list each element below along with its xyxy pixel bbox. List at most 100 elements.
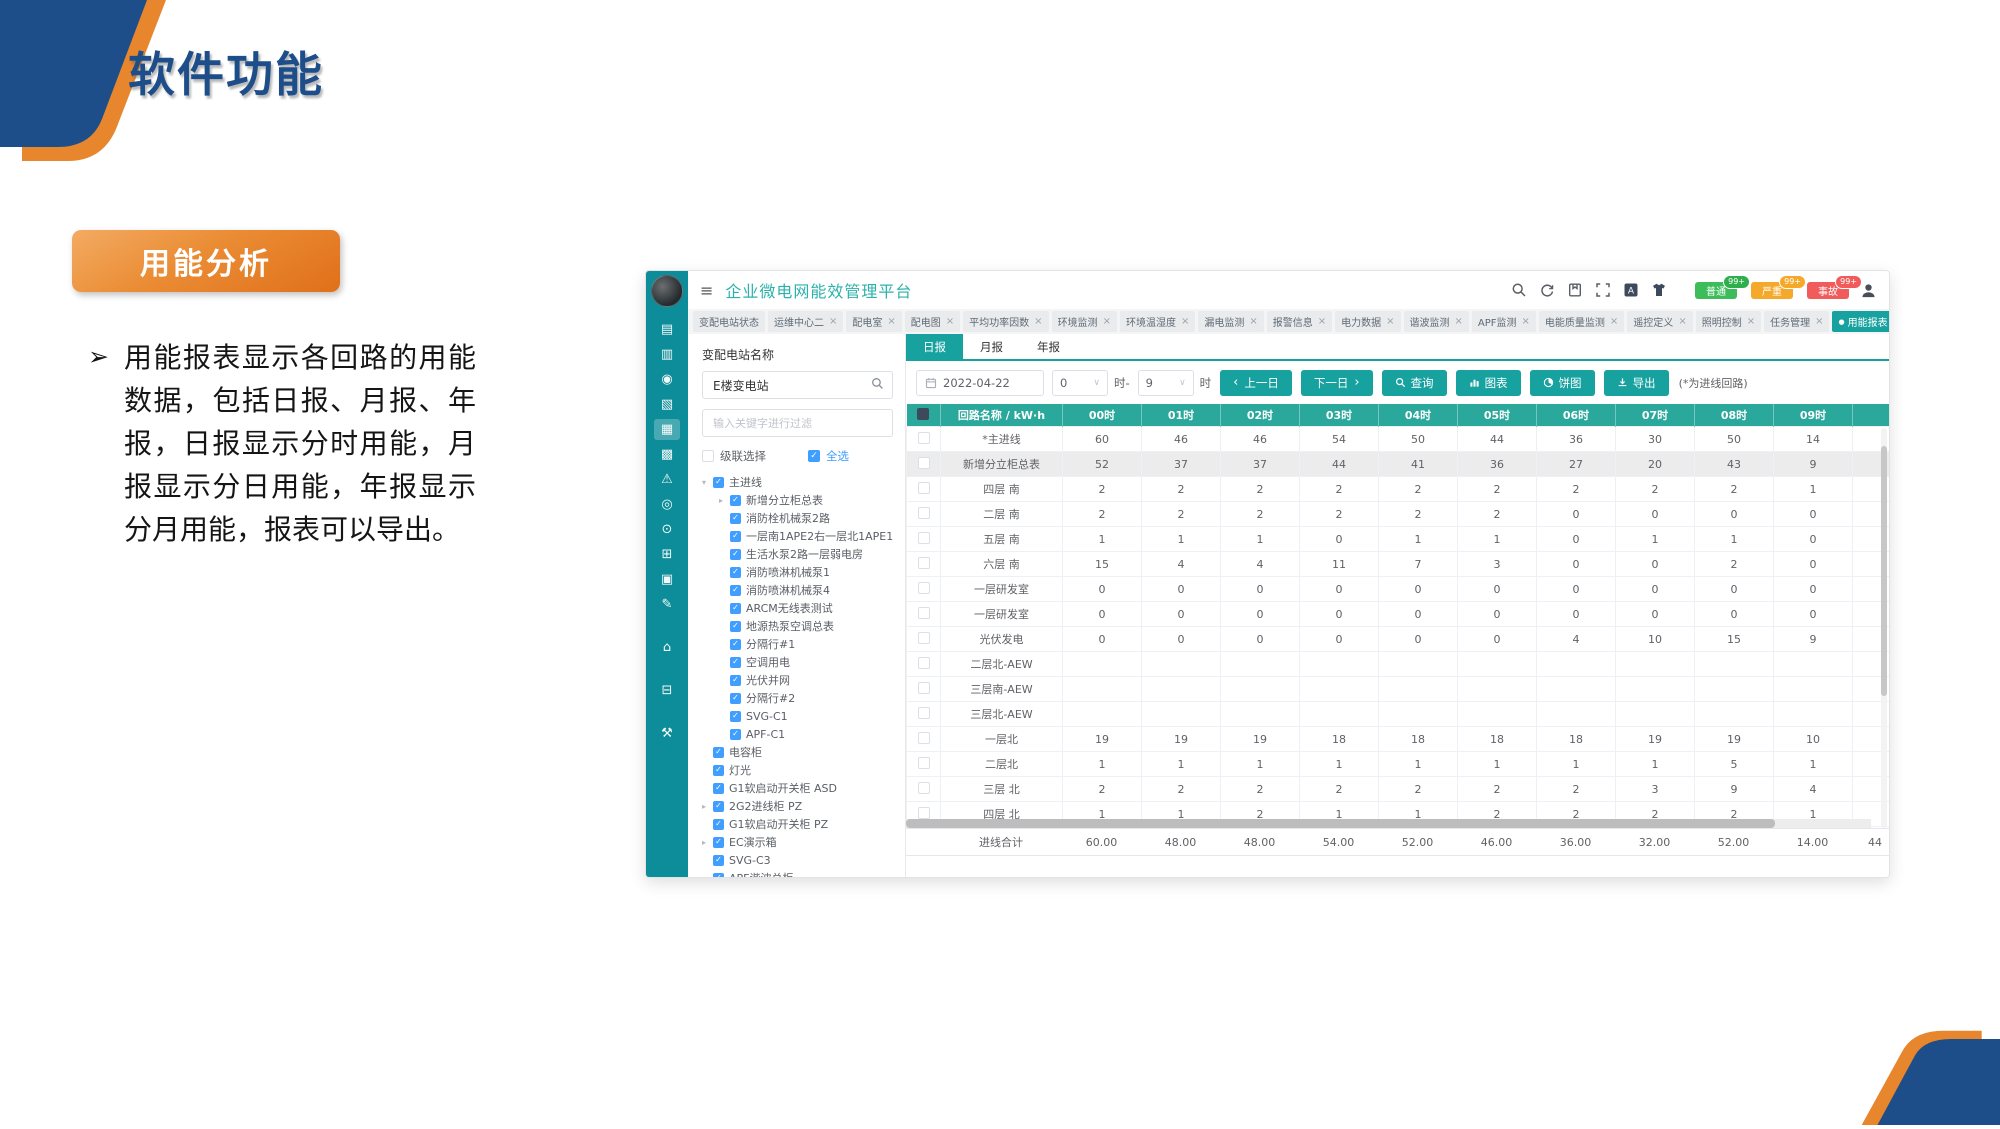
tree-item[interactable]: ✓ SVG-C1 — [702, 707, 893, 725]
status-badge[interactable]: 严重 99+ — [1751, 274, 1806, 299]
date-picker[interactable]: 2022-04-22 — [916, 369, 1044, 396]
sidebar-icon[interactable]: ◎ — [661, 497, 673, 512]
row-checkbox[interactable] — [917, 706, 930, 719]
refresh-icon[interactable] — [1538, 282, 1555, 299]
search-icon[interactable] — [871, 377, 884, 393]
nav-tab[interactable]: 电力数据 × — [1335, 311, 1401, 332]
sidebar-icon[interactable]: ⚠ — [661, 472, 673, 487]
station-input[interactable] — [711, 377, 871, 393]
chart-button[interactable]: 图表 — [1455, 369, 1521, 396]
prev-day-button[interactable]: ‹ 上一日 — [1220, 369, 1292, 396]
sidebar-icon[interactable]: ▣ — [660, 572, 674, 587]
tree-checkbox[interactable]: ✓ — [713, 782, 724, 794]
sidebar-icon[interactable]: ▧ — [660, 397, 674, 412]
pie-button[interactable]: 饼图 — [1529, 369, 1595, 396]
expand-arrow-icon[interactable]: ▸ — [702, 801, 707, 811]
tree-filter-input[interactable] — [711, 415, 884, 431]
tree-checkbox[interactable]: ✓ — [730, 512, 741, 524]
tree-checkbox[interactable]: ✓ — [730, 674, 741, 686]
tree-item[interactable]: ✓ 一层南1APE2右一层北1APE1左 — [702, 527, 893, 545]
row-checkbox[interactable] — [917, 656, 930, 669]
row-checkbox[interactable] — [917, 556, 930, 569]
tree-item[interactable]: ✓ 光伏并网 — [702, 671, 893, 689]
translate-icon[interactable]: A — [1622, 282, 1639, 299]
tree-item[interactable]: ✓ SVG-C3 — [702, 851, 893, 869]
tree-item[interactable]: ✓ 分隔行#2 — [702, 689, 893, 707]
tree-checkbox[interactable]: ✓ — [713, 872, 724, 877]
nav-tab[interactable]: 配电图 × — [904, 311, 961, 332]
tree-item[interactable]: ✓ ARCM无线表测试 — [702, 599, 893, 617]
nav-tab[interactable]: 配电室 × — [846, 311, 902, 332]
tree-item[interactable]: ✓ 消防喷淋机械泵4 — [702, 581, 893, 599]
tree-checkbox[interactable]: ✓ — [713, 836, 724, 848]
tree-checkbox[interactable]: ✓ — [730, 692, 741, 704]
tree-checkbox[interactable]: ✓ — [730, 566, 741, 578]
horizontal-scrollbar[interactable] — [906, 819, 1871, 828]
tree-item[interactable]: ▸ ✓ 新增分立柜总表 — [719, 494, 823, 507]
tree-item[interactable]: ✓ G1软启动开关柜 PZ — [702, 815, 893, 833]
close-icon[interactable]: × — [1454, 316, 1463, 327]
save-icon[interactable] — [1566, 282, 1583, 299]
row-checkbox[interactable] — [917, 581, 930, 594]
sidebar-icon[interactable]: ⚒ — [661, 726, 673, 741]
nav-tab[interactable]: ● 用能报表 × — [1832, 311, 1889, 332]
tree-checkbox[interactable]: ✓ — [730, 602, 741, 614]
row-checkbox[interactable] — [917, 431, 930, 444]
sidebar-icon[interactable]: ✎ — [661, 597, 673, 612]
tree-item[interactable]: ✓ 地源热泵空调总表 — [702, 617, 893, 635]
tree-item[interactable]: ▸ ✓ APF谐波总柜 — [702, 869, 893, 877]
row-checkbox[interactable] — [917, 681, 930, 694]
nav-tab[interactable]: 谐波监测 × — [1403, 311, 1469, 332]
nav-tab[interactable]: 任务管理 × — [1764, 311, 1830, 332]
nav-tab[interactable]: 遥控定义 × — [1627, 311, 1693, 332]
row-checkbox[interactable] — [917, 481, 930, 494]
close-icon[interactable]: × — [1678, 316, 1687, 327]
report-tab[interactable]: 日报 — [906, 334, 963, 359]
nav-tab[interactable]: 电能质量监测 × — [1538, 311, 1625, 332]
nav-tab[interactable]: 运维中心二 × — [768, 311, 844, 332]
close-icon[interactable]: × — [829, 316, 838, 327]
report-tab[interactable]: 月报 — [980, 339, 1003, 354]
expand-arrow-icon[interactable]: ▸ — [702, 874, 713, 878]
status-badge[interactable]: 普通 99+ — [1695, 274, 1750, 299]
status-badge[interactable]: 事故 99+ — [1807, 274, 1862, 299]
fullscreen-icon[interactable] — [1594, 282, 1611, 299]
sidebar-icon[interactable]: ▤ — [660, 322, 674, 337]
row-checkbox[interactable] — [917, 456, 930, 469]
tree-checkbox[interactable]: ✓ — [730, 656, 741, 668]
hamburger-menu-icon[interactable]: ≡ — [700, 280, 714, 300]
scrollbar-thumb[interactable] — [1881, 446, 1887, 696]
tree-item[interactable]: ▾ ✓ 主进线 — [702, 476, 762, 489]
tree-item[interactable]: ✓ G1软启动开关柜 ASD — [702, 779, 893, 797]
nav-tab[interactable]: 环境温湿度 × — [1119, 311, 1196, 332]
nav-tab[interactable]: 环境监测 × — [1051, 311, 1117, 332]
search-icon[interactable] — [1510, 282, 1527, 299]
sidebar-icon[interactable]: ⊟ — [661, 683, 673, 698]
tree-checkbox[interactable]: ✓ — [730, 638, 741, 650]
sidebar-icon[interactable]: ◉ — [661, 372, 673, 387]
tree-checkbox[interactable]: ✓ — [713, 746, 724, 758]
scrollbar-thumb[interactable] — [906, 819, 1775, 828]
nav-tab[interactable]: 平均功率因数 × — [963, 311, 1049, 332]
sidebar-icon[interactable]: ▥ — [660, 347, 674, 362]
tree-checkbox[interactable]: ✓ — [730, 494, 741, 506]
export-button[interactable]: 导出 — [1603, 369, 1669, 396]
sidebar-icon[interactable]: ⊞ — [661, 547, 673, 562]
close-icon[interactable]: × — [1609, 316, 1619, 327]
tree-item[interactable]: ✓ 分隔行#1 — [702, 635, 893, 653]
row-checkbox[interactable] — [917, 631, 930, 644]
row-checkbox[interactable] — [917, 806, 930, 819]
close-icon[interactable]: × — [887, 316, 896, 327]
query-button[interactable]: 查询 — [1381, 369, 1447, 396]
user-icon[interactable] — [1860, 282, 1877, 299]
report-tab[interactable]: 年报 — [1037, 339, 1060, 354]
close-icon[interactable]: × — [1317, 316, 1327, 327]
tree-item[interactable]: ✓ 电容柜 — [702, 743, 893, 761]
select-all-checkbox[interactable]: ✓ — [808, 450, 820, 462]
close-icon[interactable]: × — [1521, 316, 1530, 327]
expand-arrow-icon[interactable]: ▸ — [719, 495, 724, 505]
close-icon[interactable]: × — [945, 316, 955, 327]
close-icon[interactable]: × — [1386, 316, 1395, 327]
tree-checkbox[interactable]: ✓ — [713, 818, 724, 830]
hour-to-select[interactable]: 9 ∨ — [1137, 369, 1194, 396]
